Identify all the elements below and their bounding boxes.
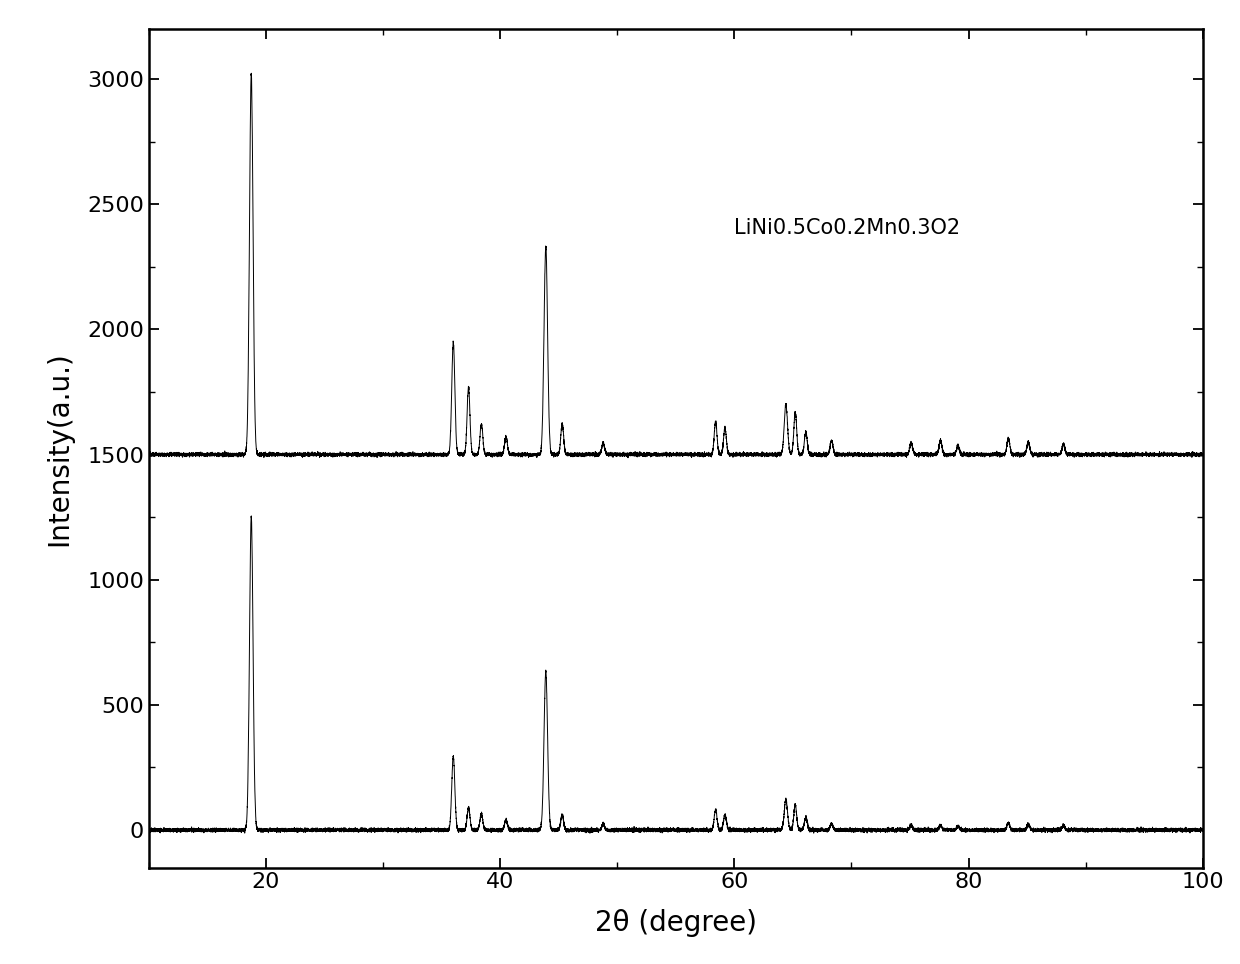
X-axis label: 2θ (degree): 2θ (degree) (595, 909, 756, 937)
Text: LiNi0.5Co0.2Mn0.3O2: LiNi0.5Co0.2Mn0.3O2 (734, 218, 961, 238)
Y-axis label: Intensity(a.u.): Intensity(a.u.) (45, 351, 73, 546)
